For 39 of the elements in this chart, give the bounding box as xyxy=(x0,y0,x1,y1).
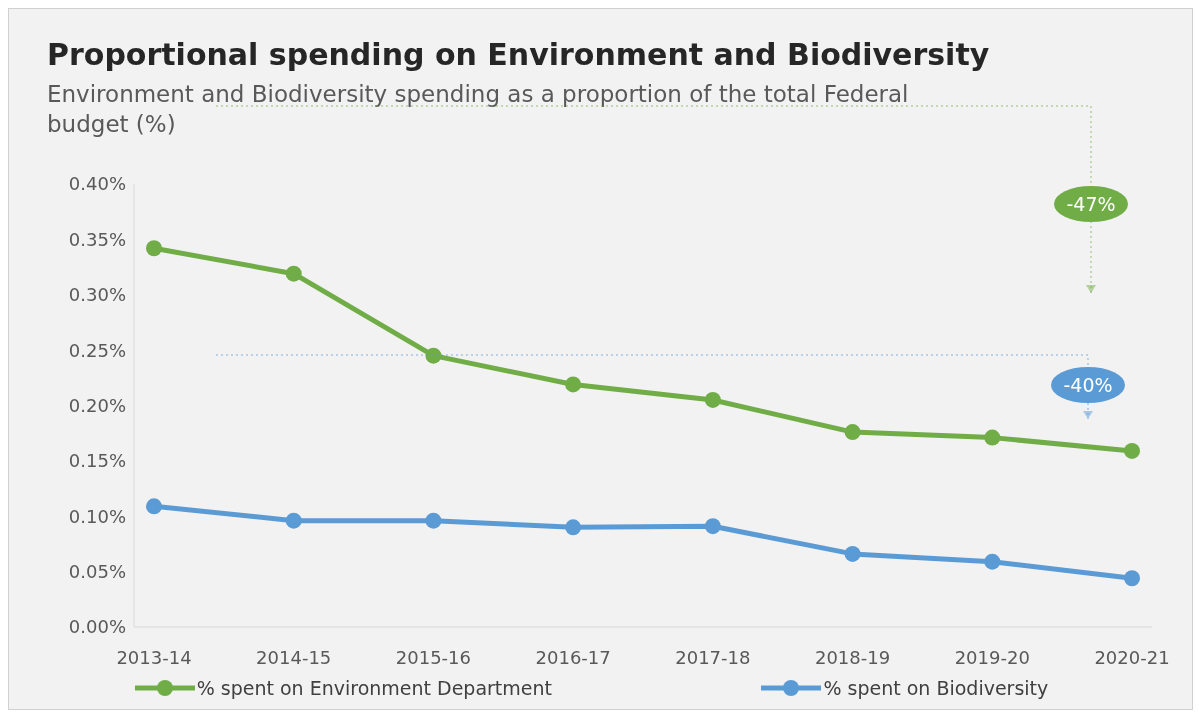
x-tick-label: 2013-14 xyxy=(116,646,192,668)
point xyxy=(844,545,861,562)
point xyxy=(285,265,302,282)
annotation: -40% xyxy=(1063,374,1113,396)
y-tick-label: 0.35% xyxy=(68,228,126,250)
x-tick-label: 2019-20 xyxy=(954,646,1030,668)
x-tick-label: 2018-19 xyxy=(814,646,891,668)
point xyxy=(146,240,162,257)
x-tick-label: 2016-17 xyxy=(535,646,611,668)
y-tick-label: 0.05% xyxy=(68,561,126,583)
x-tick-label: 2017-18 xyxy=(675,646,751,668)
point xyxy=(844,424,861,441)
x-tick-label: 2015-16 xyxy=(395,646,472,668)
y-tick-label: 0.20% xyxy=(68,394,126,416)
y-tick-label: 0.15% xyxy=(68,450,126,472)
legend-label: % spent on Environment Department xyxy=(196,677,553,699)
x-tick-label: 2020-21 xyxy=(1094,646,1170,668)
point xyxy=(1124,442,1140,459)
y-tick-label: 0.00% xyxy=(68,616,126,638)
annotation: -47% xyxy=(1066,193,1116,215)
point xyxy=(425,512,442,529)
point xyxy=(425,347,442,364)
y-tick-label: 0.10% xyxy=(68,505,126,527)
chart-title: Proportional spending on Environment and Biodiversity xyxy=(47,37,990,72)
point xyxy=(565,376,582,393)
point xyxy=(285,512,302,529)
y-tick-label: 0.25% xyxy=(68,339,126,361)
y-tick-label: 0.30% xyxy=(68,284,126,306)
chart-subtitle: Environment and Biodiversity spending as a proportion of the total Federal budget (%) xyxy=(47,80,910,139)
point xyxy=(704,391,721,408)
point xyxy=(704,518,721,535)
point xyxy=(146,498,162,515)
point xyxy=(984,429,1001,446)
y-tick-label: 0.40% xyxy=(68,173,126,195)
point xyxy=(984,553,1001,570)
point xyxy=(565,519,582,536)
point xyxy=(1124,570,1140,587)
x-tick-label: 2014-15 xyxy=(256,646,332,668)
legend-label: % spent on Biodiversity xyxy=(823,677,1049,699)
